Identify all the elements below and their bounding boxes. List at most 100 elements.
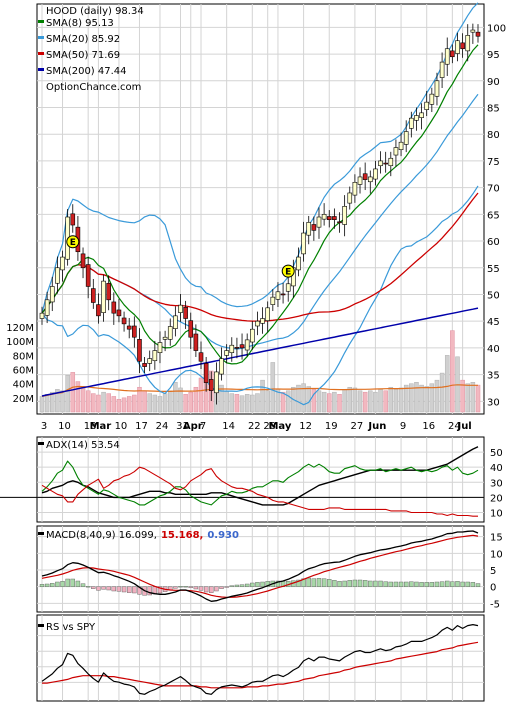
macd-histogram bbox=[39, 577, 481, 596]
macd-histogram-bar bbox=[409, 581, 414, 587]
legend-macd-signal: 15.168, bbox=[161, 530, 203, 541]
date-axis-label: 12 bbox=[299, 421, 312, 432]
earnings-marker-label: E bbox=[70, 238, 76, 248]
date-axis-label: Apr bbox=[183, 421, 203, 432]
volume-tick-label: 40M bbox=[13, 380, 34, 391]
macd-histogram-bar bbox=[80, 583, 86, 587]
candle-body bbox=[70, 213, 76, 226]
volume-bar bbox=[132, 394, 137, 413]
volume-bar bbox=[50, 391, 55, 413]
macd-histogram-bar bbox=[357, 579, 363, 587]
price-tick-label: 90 bbox=[487, 77, 500, 88]
macd-tick-label: 5 bbox=[490, 566, 496, 577]
price-candles bbox=[39, 23, 481, 405]
date-axis-label: 10 bbox=[58, 421, 71, 432]
volume-bar bbox=[188, 391, 194, 413]
candle-body bbox=[296, 256, 301, 271]
volume-bar bbox=[198, 377, 204, 413]
macd-histogram-bar bbox=[183, 586, 188, 588]
date-axis-label: 24 bbox=[448, 421, 461, 432]
volume-bar bbox=[91, 393, 96, 413]
macd-histogram-bar bbox=[91, 586, 96, 589]
macd-histogram-bar bbox=[342, 580, 347, 587]
legend-swatch-sma200 bbox=[38, 68, 44, 71]
candle-body bbox=[208, 379, 214, 391]
macd-histogram-bar bbox=[475, 583, 481, 587]
price-tick-label: 50 bbox=[487, 290, 500, 301]
candle-body bbox=[378, 160, 383, 167]
macd-histogram-bar bbox=[362, 580, 368, 587]
macd-histogram-bar bbox=[132, 586, 137, 594]
macd-histogram-bar bbox=[321, 578, 327, 587]
volume-tick-label: 80M bbox=[13, 351, 34, 362]
volume-bar bbox=[85, 390, 91, 413]
macd-histogram-bar bbox=[378, 580, 383, 587]
candle-body bbox=[101, 280, 106, 313]
rs-average-line bbox=[42, 641, 479, 689]
macd-histogram-bar bbox=[316, 578, 322, 587]
adx-tick-label: 20 bbox=[490, 493, 503, 504]
candle-body bbox=[183, 306, 188, 319]
macd-histogram-bar bbox=[55, 581, 60, 587]
macd-histogram-bar bbox=[39, 584, 45, 587]
volume-bar bbox=[424, 386, 429, 413]
adx-lines bbox=[41, 446, 479, 517]
volume-bar bbox=[39, 396, 45, 413]
price-tick-label: 75 bbox=[487, 157, 500, 168]
volume-bar bbox=[234, 394, 240, 413]
macd-histogram-bar bbox=[229, 585, 234, 587]
volume-bar bbox=[398, 387, 404, 413]
candle-body bbox=[414, 115, 419, 121]
candle-body bbox=[270, 296, 276, 305]
candle-body bbox=[280, 293, 286, 296]
candle-body bbox=[137, 339, 142, 362]
macd-histogram-bar bbox=[157, 586, 163, 594]
volume-bar bbox=[460, 379, 465, 413]
adx-series-line-adx bbox=[41, 446, 479, 506]
candle-body bbox=[96, 304, 101, 317]
candle-body bbox=[214, 371, 219, 394]
adx-series-line-di bbox=[41, 460, 479, 506]
legend-swatch-sma50 bbox=[38, 52, 44, 55]
volume-bar bbox=[388, 386, 394, 413]
volume-bar bbox=[157, 396, 163, 413]
candle-body bbox=[465, 35, 471, 52]
volume-bar bbox=[265, 390, 270, 413]
macd-histogram-bar bbox=[260, 581, 265, 587]
candle-body bbox=[409, 117, 414, 129]
price-tick-label: 70 bbox=[487, 184, 500, 195]
candle-body bbox=[403, 131, 409, 145]
rs-panel-frame bbox=[36, 614, 485, 702]
macd-histogram-bar bbox=[214, 586, 219, 592]
date-axis-label: 16 bbox=[422, 421, 435, 432]
candle-body bbox=[90, 288, 96, 303]
volume-bar bbox=[75, 381, 81, 413]
volume-bar bbox=[393, 389, 399, 413]
macd-histogram-bar bbox=[75, 580, 81, 587]
macd-histogram-bar bbox=[337, 581, 342, 587]
date-axis-label: 9 bbox=[400, 421, 406, 432]
sma200-line bbox=[41, 307, 479, 397]
earnings-marker-label: E bbox=[285, 268, 291, 278]
price-tick-label: 30 bbox=[487, 397, 500, 408]
earnings-markers: EE bbox=[66, 235, 295, 278]
volume-bar bbox=[142, 390, 147, 413]
candle-body bbox=[337, 221, 342, 224]
candle-body bbox=[285, 283, 291, 292]
volume-bar bbox=[470, 382, 476, 413]
volume-tick-label: 20M bbox=[13, 394, 34, 405]
candle-body bbox=[326, 216, 332, 220]
date-axis-label: 24 bbox=[156, 421, 169, 432]
volume-bar bbox=[152, 394, 158, 413]
macd-histogram-bar bbox=[106, 586, 111, 591]
candle-body bbox=[55, 267, 60, 284]
legend-sma200: SMA(200) 47.44 bbox=[46, 66, 127, 77]
candle-body bbox=[352, 181, 358, 196]
price-tick-label: 100 bbox=[487, 23, 506, 34]
macd-histogram-bar bbox=[101, 586, 106, 590]
macd-histogram-bar bbox=[368, 580, 373, 587]
volume-average-line bbox=[41, 384, 478, 397]
bollinger-lower-line bbox=[41, 185, 479, 406]
